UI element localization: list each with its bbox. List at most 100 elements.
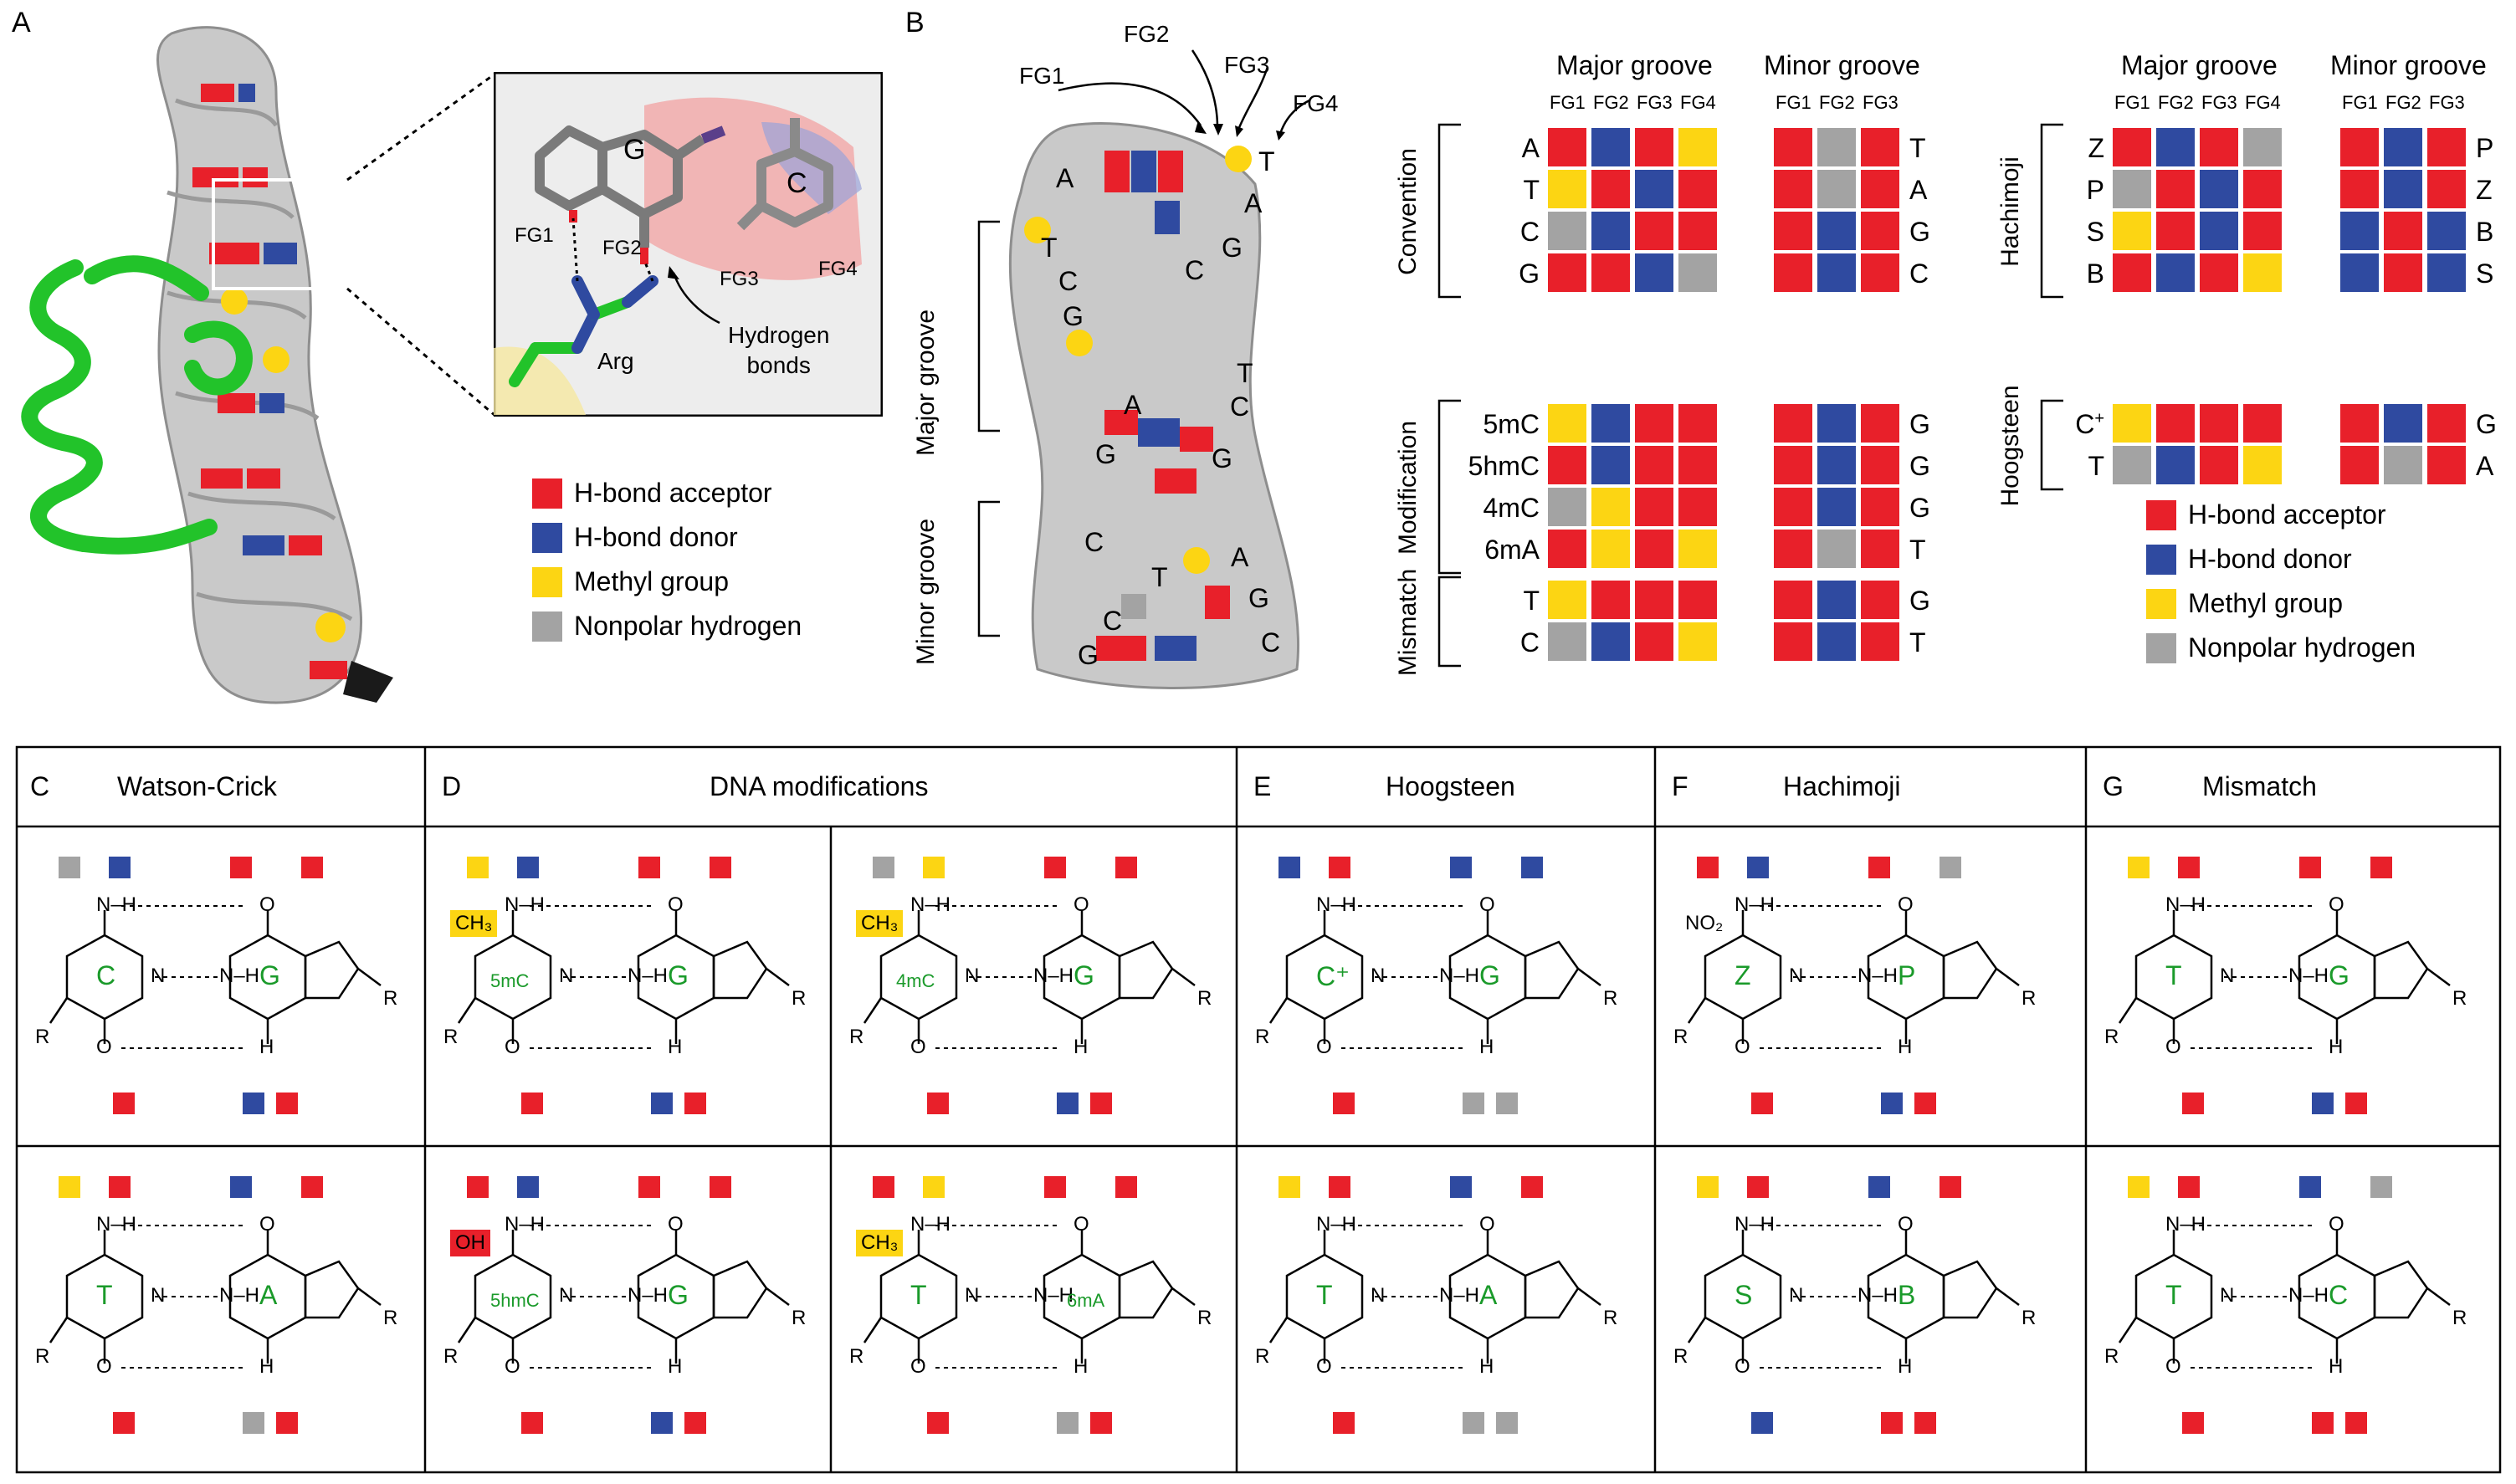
feature-square-methyl — [467, 857, 489, 878]
feature-square-acceptor — [1333, 1093, 1355, 1114]
legend-text-acceptor: H-bond acceptor — [2188, 499, 2386, 530]
row-label-text: Z — [2088, 133, 2104, 163]
row-label: T — [1439, 586, 1540, 617]
row-label-text: C — [1519, 217, 1540, 247]
cell-donor — [1817, 446, 1856, 484]
substituent-tag: CH₃ — [856, 910, 904, 937]
row-label-text: 5hmC — [1468, 451, 1540, 481]
legend-text-methyl: Methyl group — [574, 566, 729, 596]
row-pair: G — [1909, 493, 1930, 523]
chem-h: H — [1898, 1036, 1913, 1058]
cell-donor — [1817, 212, 1856, 250]
duplex-letter-right: T — [1258, 146, 1275, 177]
chem-o: O — [505, 1036, 520, 1058]
cell-acceptor — [1774, 488, 1812, 526]
feature-square-acceptor — [684, 1093, 706, 1114]
chem-o: O — [259, 893, 275, 916]
chem-r: R — [2022, 1307, 2037, 1329]
feature-square-acceptor — [113, 1412, 135, 1434]
cell-acceptor — [2156, 170, 2195, 208]
group-bracket — [2040, 399, 2063, 491]
feature-square-acceptor — [2178, 857, 2200, 878]
base-pair-cell: N–H O N N–H O H R R 4mC G CH₃ — [831, 826, 1232, 1144]
feature-square-methyl — [1278, 1176, 1300, 1198]
row-pair: S — [2476, 258, 2494, 289]
chem-r: R — [849, 1345, 864, 1368]
cell-acceptor — [1774, 212, 1812, 250]
cell-acceptor — [2200, 128, 2238, 166]
feature-square-acceptor — [113, 1093, 135, 1114]
cell-methyl — [2243, 446, 2282, 484]
cell-acceptor — [1591, 253, 1630, 292]
feature-square-acceptor — [1115, 1176, 1137, 1198]
cell-nonpolar — [2113, 170, 2151, 208]
cell-methyl — [2243, 253, 2282, 292]
base-label-left: T — [2165, 960, 2182, 990]
base-pair-structure — [457, 1225, 790, 1369]
cell-acceptor — [2427, 170, 2466, 208]
base-label-right: G — [2329, 960, 2349, 990]
cell-acceptor — [1774, 581, 1812, 619]
feature-square-acceptor — [230, 857, 252, 878]
fg4-arrow-label: FG4 — [1293, 90, 1339, 116]
feature-square-acceptor — [109, 1176, 131, 1198]
cell-donor — [2340, 253, 2379, 292]
chem-n: N — [1789, 965, 1804, 987]
chem-o: O — [96, 1036, 112, 1058]
chem-o: O — [910, 1036, 926, 1058]
base-label-left: T — [1316, 1280, 1333, 1310]
feature-square-acceptor — [1044, 857, 1066, 878]
chem-nh: N–H — [910, 1213, 951, 1236]
chem-nh: N–H — [628, 1284, 669, 1307]
duplex-letter-right: G — [1248, 583, 1269, 613]
base-label-left: 5hmC — [490, 1290, 540, 1311]
row-label: T — [2063, 451, 2104, 482]
row-label: A — [1439, 133, 1540, 164]
inset-base-g: G — [623, 134, 646, 166]
panel-a-label: A — [12, 7, 31, 38]
cell-acceptor — [1861, 530, 1899, 568]
row-label: 5hmC — [1439, 451, 1540, 482]
chem-nh: N–H — [1439, 965, 1480, 987]
feature-square-acceptor — [1940, 1176, 1961, 1198]
arginine-stick — [509, 275, 658, 387]
cell-acceptor — [1774, 128, 1812, 166]
cell-donor — [2156, 253, 2195, 292]
cell-methyl — [1548, 581, 1586, 619]
chem-o: O — [1735, 1355, 1750, 1378]
chem-n: N — [151, 1284, 166, 1307]
table-col-major: FG2 — [2158, 92, 2194, 113]
bottom-panel-letter: E — [1253, 771, 1272, 801]
cell-donor — [2427, 212, 2466, 250]
feature-square-acceptor — [1333, 1412, 1355, 1434]
base-pair-cell: N–H O N N–H O H R R 5hmC G OH — [425, 1146, 827, 1464]
cell-donor — [1817, 622, 1856, 661]
row-label: P — [2063, 175, 2104, 206]
feature-square-donor — [1521, 857, 1543, 878]
cell-donor — [1817, 488, 1856, 526]
feature-square-acceptor — [1868, 857, 1890, 878]
cytosine-stick — [736, 118, 833, 231]
feature-square-acceptor — [1090, 1093, 1112, 1114]
cell-donor — [2340, 212, 2379, 250]
base-label-left: T — [2165, 1280, 2182, 1310]
feature-square-nonpolar — [1496, 1093, 1518, 1114]
legend-text-nonpolar: Nonpolar hydrogen — [574, 611, 802, 641]
cell-methyl — [1678, 530, 1717, 568]
chem-h: H — [668, 1036, 683, 1058]
chem-nh: N–H — [1033, 965, 1074, 987]
legend-text-methyl: Methyl group — [2188, 588, 2343, 618]
row-pair: G — [1909, 409, 1930, 439]
row-label-text: T — [1523, 175, 1540, 205]
chem-o: O — [910, 1355, 926, 1378]
cell-donor — [1635, 253, 1673, 292]
feature-square-methyl — [2128, 1176, 2150, 1198]
cell-methyl — [1678, 622, 1717, 661]
feature-square-acceptor — [276, 1093, 298, 1114]
chem-o: O — [2165, 1036, 2181, 1058]
row-label: 5mC — [1439, 409, 1540, 440]
row-pair: G — [2476, 409, 2497, 439]
chem-nh: N–H — [505, 893, 546, 916]
row-label: Z — [2063, 133, 2104, 164]
cell-methyl — [1678, 128, 1717, 166]
